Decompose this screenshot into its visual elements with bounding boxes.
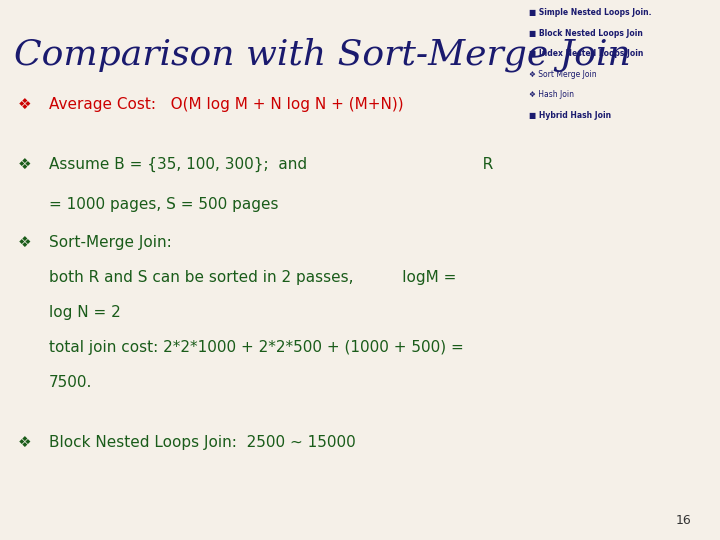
Text: 16: 16: [675, 514, 691, 526]
Text: ❖ Sort Merge Join: ❖ Sort Merge Join: [529, 70, 597, 79]
Text: Assume B = {35, 100, 300};  and                                    R: Assume B = {35, 100, 300}; and R: [49, 157, 493, 172]
Text: total join cost: 2*2*1000 + 2*2*500 + (1000 + 500) =: total join cost: 2*2*1000 + 2*2*500 + (1…: [49, 340, 464, 355]
Text: both R and S can be sorted in 2 passes,          logM =: both R and S can be sorted in 2 passes, …: [49, 270, 456, 285]
Text: Sort-Merge Join:: Sort-Merge Join:: [49, 235, 171, 250]
Text: ❖: ❖: [18, 157, 32, 172]
Text: Average Cost:   O(M log M + N log N + (M+N)): Average Cost: O(M log M + N log N + (M+N…: [49, 97, 404, 112]
Text: Comparison with Sort-Merge Join: Comparison with Sort-Merge Join: [14, 38, 631, 72]
Text: ■ Simple Nested Loops Join.: ■ Simple Nested Loops Join.: [529, 8, 652, 17]
Text: ❖: ❖: [18, 235, 32, 250]
Text: log N = 2: log N = 2: [49, 305, 121, 320]
Text: = 1000 pages, S = 500 pages: = 1000 pages, S = 500 pages: [49, 197, 279, 212]
Text: ❖ Hash Join: ❖ Hash Join: [529, 90, 575, 99]
Text: ❖: ❖: [18, 435, 32, 450]
Text: ❖: ❖: [18, 97, 32, 112]
Text: ■ Index Nested Loops Join: ■ Index Nested Loops Join: [529, 49, 644, 58]
Text: 7500.: 7500.: [49, 375, 92, 390]
Text: ■ Block Nested Loops Join: ■ Block Nested Loops Join: [529, 29, 643, 38]
Text: Block Nested Loops Join:  2500 ~ 15000: Block Nested Loops Join: 2500 ~ 15000: [49, 435, 356, 450]
Text: ■ Hybrid Hash Join: ■ Hybrid Hash Join: [529, 111, 611, 120]
